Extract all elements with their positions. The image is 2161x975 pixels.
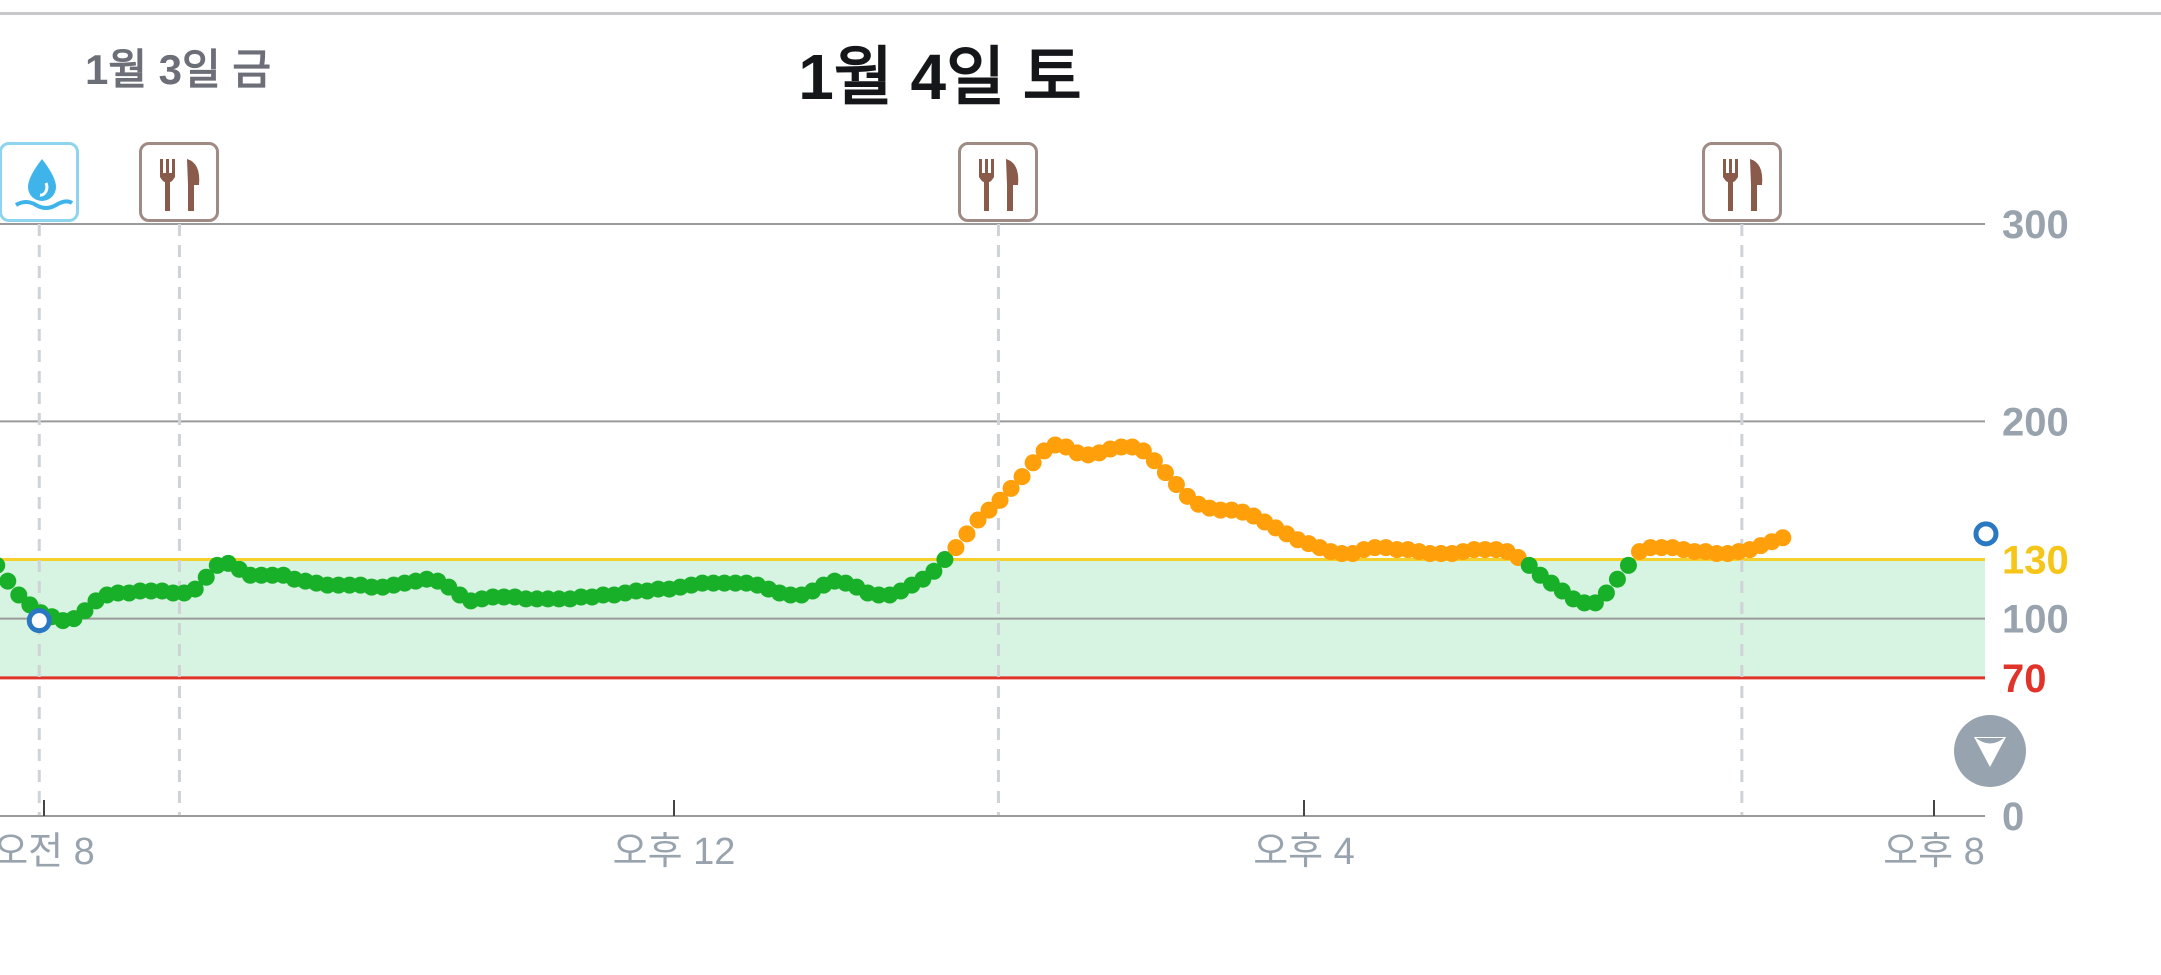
scroll-down-button[interactable] (1954, 715, 2026, 787)
glucose-point (1145, 452, 1163, 470)
glucose-point (1167, 475, 1185, 493)
glucose-series (0, 436, 1792, 630)
glucose-point (1597, 584, 1615, 602)
event-lines (37, 224, 1744, 816)
glucose-point (991, 491, 1009, 509)
gridlines (0, 223, 1985, 680)
glucose-point (1608, 570, 1626, 588)
hollow-point (1973, 521, 1999, 547)
y-tick-label: 200 (2002, 400, 2069, 444)
glucose-point (1156, 464, 1174, 482)
y-tick-label: 300 (2002, 203, 2069, 247)
chevron-down-icon (1974, 737, 2006, 767)
glucose-point (186, 580, 204, 598)
y-axis: 300 200 130 100 70 0 (2002, 203, 2069, 839)
glucose-point (925, 562, 943, 580)
glucose-point (10, 586, 28, 604)
glucose-point (0, 557, 6, 574)
x-tick-label: 오전 8 (0, 831, 95, 873)
glucose-point (1586, 594, 1604, 612)
x-tick-label: 오후 4 (1253, 831, 1355, 873)
meal-event-marker[interactable] (958, 142, 1039, 222)
glucose-point (197, 568, 215, 586)
glucose-point (1774, 529, 1792, 547)
glucose-point (1002, 479, 1020, 497)
hollow-markers (26, 521, 1999, 634)
glucose-point (947, 539, 965, 557)
y-tick-label: 70 (2002, 657, 2047, 701)
glucose-point (1024, 454, 1042, 472)
current-day-title: 1월 4일 토 (798, 41, 1082, 113)
fork-knife-icon (160, 159, 200, 211)
x-tick-label: 오후 8 (1883, 831, 1985, 873)
glucose-point (936, 550, 954, 568)
x-axis: 오전 8 오후 12 오후 4 오후 8 (0, 800, 1985, 873)
meal-event-marker[interactable] (139, 142, 220, 222)
fork-knife-icon (1722, 159, 1763, 211)
top-divider (0, 12, 2161, 15)
y-tick-label: 0 (2002, 795, 2024, 839)
glucose-point (1619, 556, 1637, 574)
x-tick-label: 오후 12 (613, 831, 736, 873)
water-drop-icon (15, 159, 74, 210)
y-tick-label: 130 (2002, 538, 2069, 582)
glucose-point (1013, 468, 1031, 486)
meal-event-marker[interactable] (1701, 142, 1782, 222)
glucose-point (980, 501, 998, 519)
glucose-point (76, 602, 94, 620)
glucose-point (969, 511, 987, 529)
water-event-marker[interactable] (0, 142, 80, 222)
glucose-point (0, 572, 17, 590)
glucose-point (958, 525, 976, 543)
fork-knife-icon (979, 159, 1019, 211)
y-tick-label: 100 (2002, 598, 2069, 642)
previous-day-link[interactable]: 1월 3일 금 (85, 46, 271, 93)
glucose-point (1520, 556, 1538, 574)
glucose-point (1134, 442, 1152, 460)
hollow-point (26, 608, 52, 634)
